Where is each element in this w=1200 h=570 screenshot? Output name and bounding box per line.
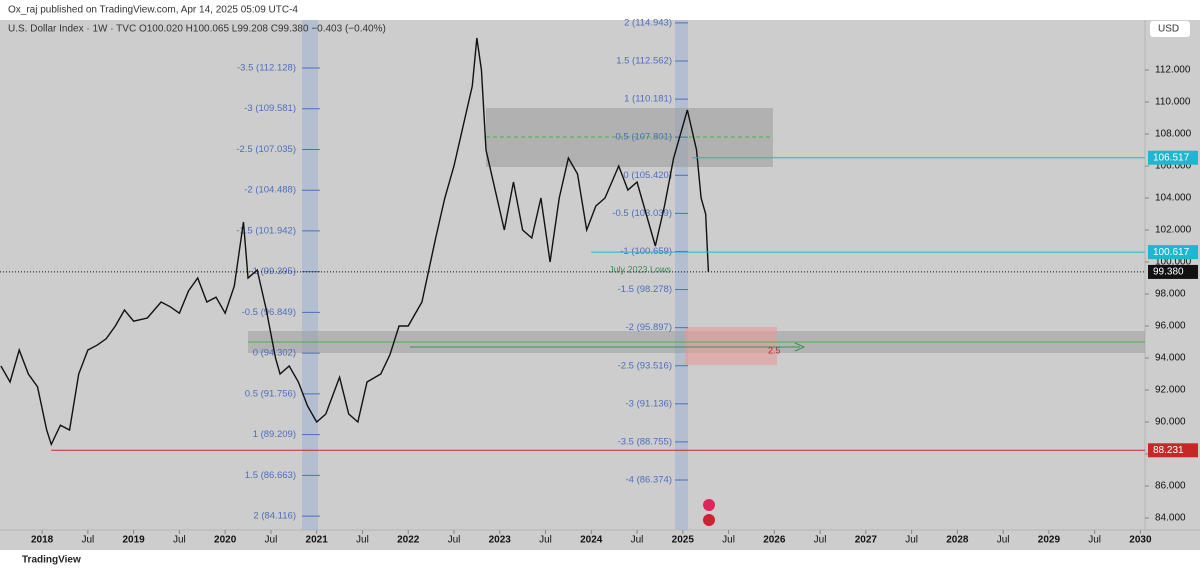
x-tick-label: Jul — [265, 535, 278, 546]
y-tick-label: 90.000 — [1155, 417, 1186, 428]
y-tick-label: 96.000 — [1155, 321, 1186, 332]
y-tick-label: 100.000 — [1155, 257, 1192, 268]
time-highlight — [302, 20, 318, 530]
annotation: 2.5 — [768, 345, 781, 355]
fib-label: -2 (104.488) — [244, 185, 296, 196]
x-tick-label: 2023 — [489, 535, 512, 546]
price-line — [0, 37, 710, 447]
symbol-info: U.S. Dollar Index · 1W · TVC O100.020 H1… — [8, 24, 386, 35]
zone — [685, 327, 777, 365]
y-tick-label: 86.000 — [1155, 481, 1186, 492]
y-tick-label: 92.000 — [1155, 385, 1186, 396]
header: Ox_raj published on TradingView.com, Apr… — [8, 5, 298, 16]
price-tag — [1148, 150, 1198, 165]
x-tick-label: Jul — [1088, 535, 1101, 546]
x-tick-label: 2030 — [1129, 535, 1152, 546]
x-tick-label: Jul — [997, 535, 1010, 546]
fib-label: 0.5 (107.801) — [615, 132, 672, 143]
x-tick-label: Jul — [722, 535, 735, 546]
price-tag-label: 100.617 — [1153, 247, 1190, 258]
price-tag — [1148, 443, 1198, 458]
fib-label: -0.5 (103.039) — [612, 208, 672, 219]
y-tick-label: 106.000 — [1155, 161, 1192, 172]
y-tick-label: 112.000 — [1155, 65, 1191, 76]
fib-label: 0 (105.420) — [623, 170, 672, 181]
x-tick-label: 2025 — [672, 535, 695, 546]
fib-label: -2.5 (93.516) — [618, 360, 672, 371]
x-tick-label: Jul — [814, 535, 827, 546]
x-tick-label: Jul — [448, 535, 461, 546]
footer — [0, 550, 1200, 570]
x-tick-label: 2022 — [397, 535, 420, 546]
fib-label: -2 (95.897) — [626, 322, 672, 333]
y-tick-label: 108.000 — [1155, 129, 1192, 140]
x-tick-label: Jul — [173, 535, 186, 546]
x-tick-label: 2024 — [580, 535, 603, 546]
fib-label: 2 (84.116) — [253, 511, 296, 522]
fib-label: 1.5 (86.663) — [245, 470, 296, 481]
time-highlight — [675, 20, 688, 530]
fib-label: -3.5 (88.755) — [618, 436, 672, 447]
currency-label[interactable]: USD — [1158, 24, 1179, 35]
x-tick-label: Jul — [81, 535, 94, 546]
price-tag-label: 99.380 — [1153, 267, 1184, 278]
fib-label: 1 (110.181) — [624, 94, 672, 105]
x-tick-label: 2020 — [214, 535, 237, 546]
x-tick-label: 2028 — [946, 535, 969, 546]
fib-label: -1.5 (98.278) — [618, 284, 672, 295]
fib-label: -1 (100.659) — [620, 246, 672, 257]
y-tick-label: 110.000 — [1155, 97, 1191, 108]
fib-label: -2.5 (107.035) — [236, 144, 296, 155]
fib-label: -3.5 (112.128) — [237, 62, 296, 73]
x-tick-label: Jul — [539, 535, 552, 546]
y-tick-label: 98.000 — [1155, 289, 1186, 300]
fib-label: -0.5 (96.849) — [242, 307, 296, 318]
event-icon[interactable] — [703, 514, 715, 526]
x-tick-label: 2019 — [123, 535, 146, 546]
y-tick-label: 102.000 — [1155, 225, 1192, 236]
price-tag-label: 88.231 — [1153, 445, 1184, 456]
fib-label: -3 (109.581) — [244, 103, 296, 114]
fib-label: 1.5 (112.562) — [616, 56, 672, 67]
fib-label: -1 (99.395) — [250, 266, 296, 277]
plot-bg — [0, 20, 1200, 550]
fib-label: -3 (91.136) — [626, 398, 672, 409]
event-icon[interactable] — [703, 499, 715, 511]
x-tick-label: Jul — [631, 535, 644, 546]
x-tick-label: Jul — [905, 535, 918, 546]
fib-label: -4 (86.374) — [626, 475, 672, 486]
price-tag-label: 106.517 — [1153, 152, 1190, 163]
x-tick-label: 2026 — [763, 535, 786, 546]
currency-button[interactable] — [1150, 21, 1190, 37]
x-tick-label: 2029 — [1038, 535, 1061, 546]
price-tag — [1148, 264, 1198, 279]
y-tick-label: 94.000 — [1155, 353, 1186, 364]
arrow-head — [794, 342, 806, 352]
fib-label: 2 (114.943) — [624, 17, 672, 28]
fib-label: 1 (89.209) — [253, 429, 296, 440]
y-tick-label: 104.000 — [1155, 193, 1192, 204]
x-tick-label: 2018 — [31, 535, 54, 546]
y-tick-label: 84.000 — [1155, 513, 1186, 524]
brand: TradingView — [22, 555, 81, 566]
price-tag — [1148, 245, 1198, 260]
x-tick-label: 2021 — [306, 535, 329, 546]
annotation: July 2023 Lows — [609, 264, 672, 274]
x-tick-label: 2027 — [855, 535, 878, 546]
fib-label: 0.5 (91.756) — [245, 388, 296, 399]
x-tick-label: Jul — [356, 535, 369, 546]
fib-label: -1.5 (101.942) — [236, 225, 296, 236]
